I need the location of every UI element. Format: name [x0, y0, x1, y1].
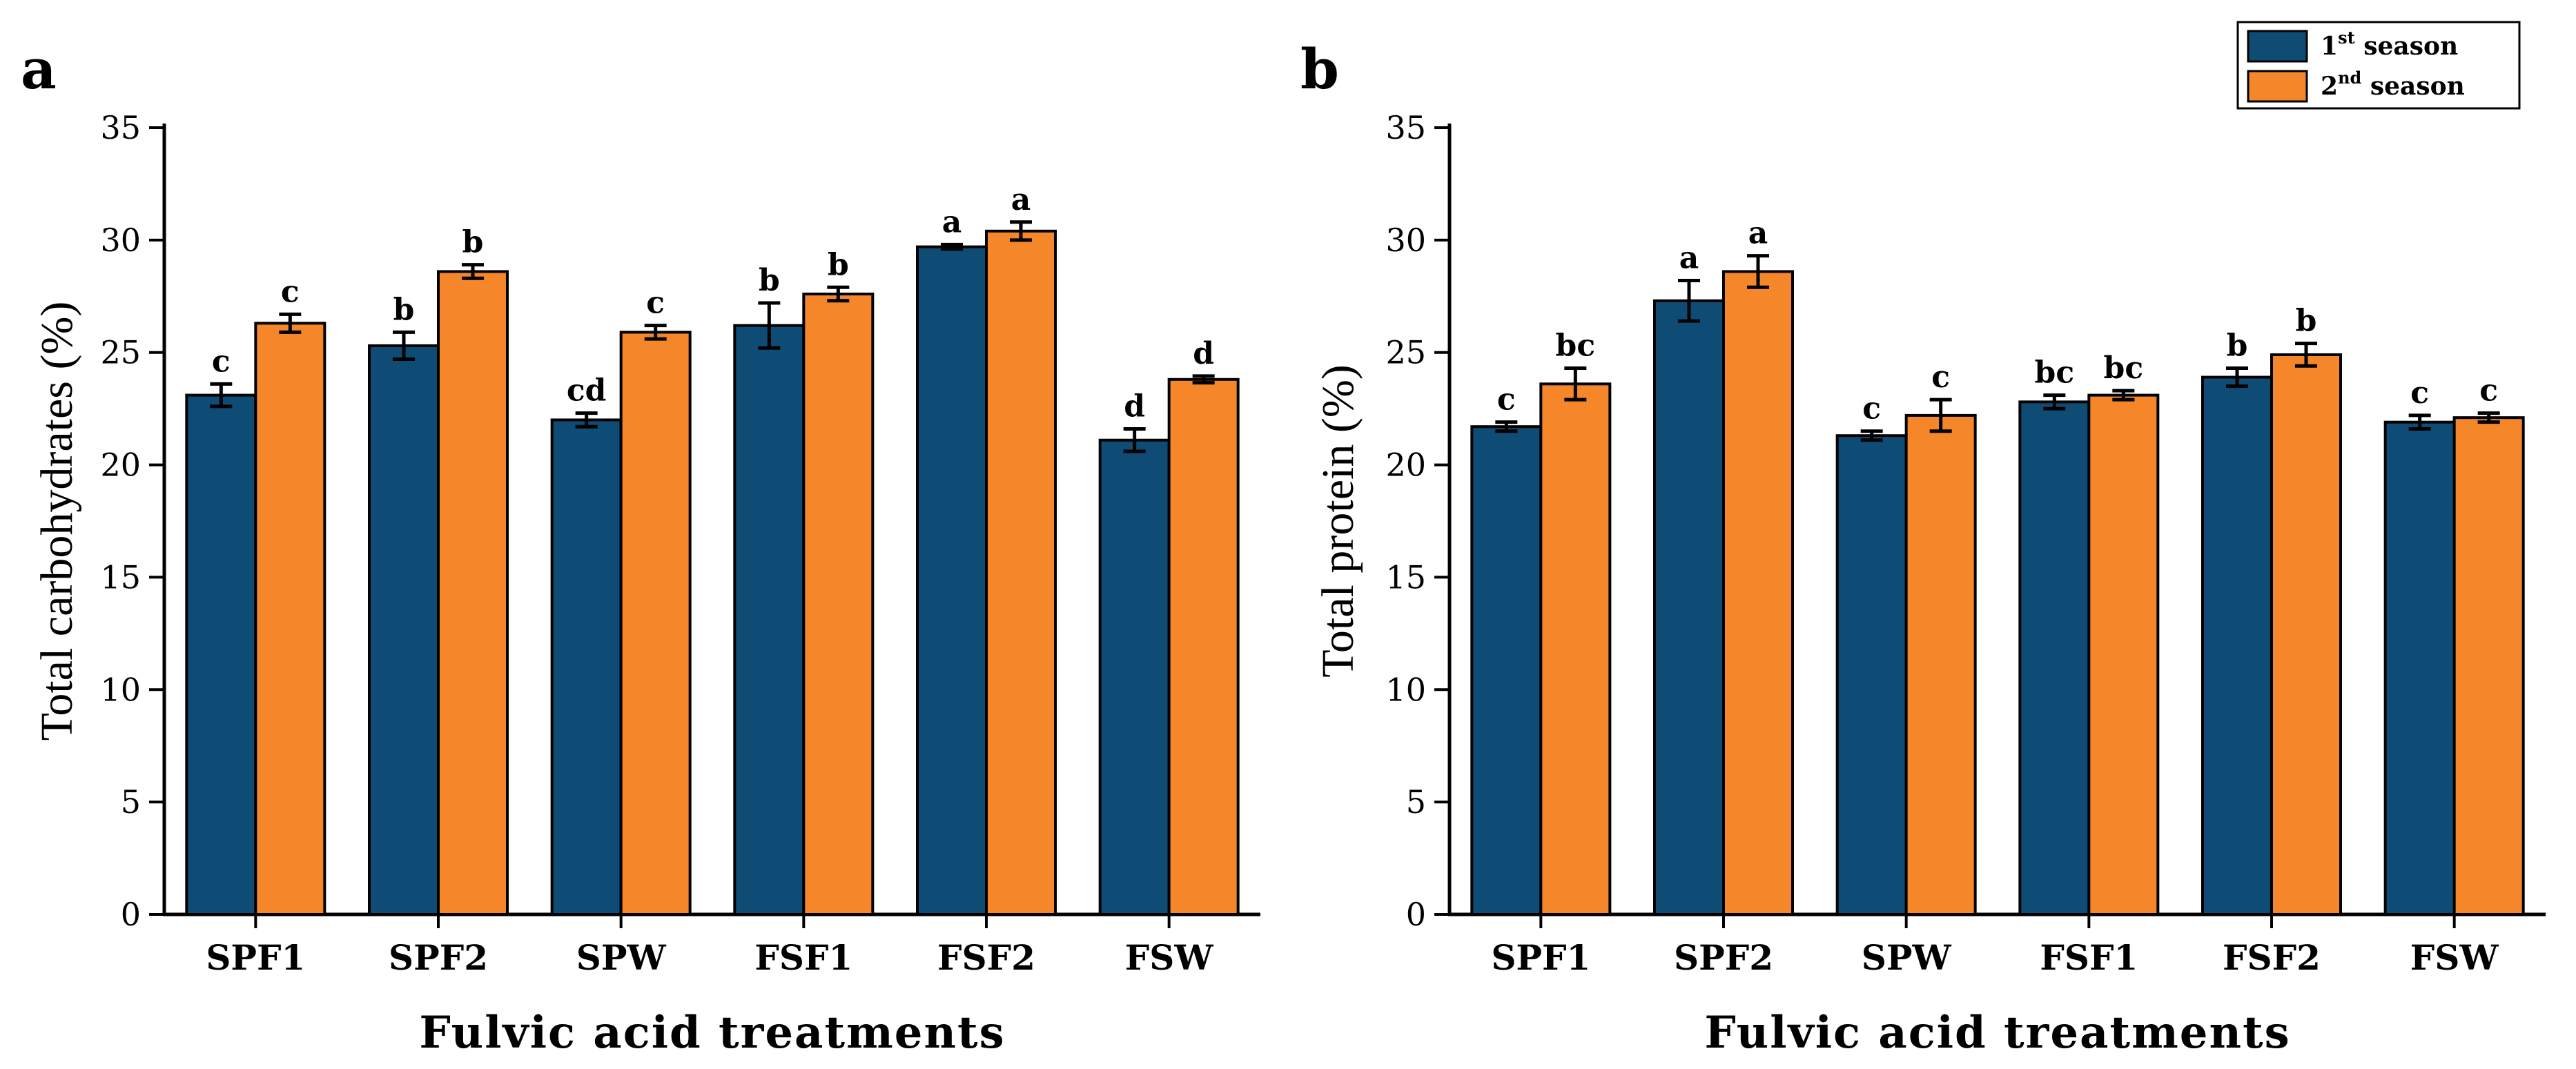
bar-series-1 [2018, 400, 2091, 916]
y-tick-label: 30 [1385, 222, 1426, 259]
bar-series-2 [985, 229, 1057, 916]
bar-series-1 [550, 418, 623, 916]
bar-series-1 [1470, 425, 1543, 916]
legend: 1st season 2nd season [2236, 21, 2521, 110]
significance-label: bc [1556, 328, 1596, 364]
legend-swatch-series-2 [2247, 70, 2308, 103]
y-axis-title: Total protein (%) [1313, 364, 1363, 678]
x-tick-label: SPW [1862, 937, 1952, 978]
y-tick-label: 0 [121, 896, 141, 933]
significance-label: a [1679, 240, 1699, 275]
bar-series-1 [1653, 299, 1725, 916]
x-tick-label: FSF2 [937, 937, 1035, 978]
significance-label: c [646, 286, 665, 321]
bar-series-2 [2452, 416, 2525, 916]
bar-series-2 [1539, 382, 1612, 916]
bar-series-1 [185, 393, 257, 916]
y-tick-label: 0 [1406, 896, 1426, 933]
x-tick-label: FSF1 [2040, 937, 2138, 978]
significance-label: a [942, 204, 962, 239]
bar-series-2 [802, 293, 875, 916]
x-tick-label: SPW [576, 937, 667, 978]
significance-label: bc [2035, 355, 2075, 391]
x-tick-label: FSW [1125, 937, 1214, 978]
bar-series-1 [1835, 434, 1908, 916]
significance-label: b [759, 263, 780, 298]
legend-label-series-2: 2nd season [2321, 68, 2465, 101]
bar-series-1 [368, 344, 440, 916]
significance-label: b [2227, 328, 2248, 364]
y-tick-label: 25 [1385, 334, 1426, 371]
y-tick-label: 5 [1406, 783, 1426, 821]
y-tick-label: 10 [100, 671, 141, 708]
bar-series-2 [1904, 413, 1977, 916]
x-tick-label: SPF2 [389, 937, 488, 978]
significance-label: b [2296, 304, 2317, 339]
significance-label: c [1931, 360, 1950, 395]
x-tick-label: FSF2 [2223, 937, 2321, 978]
significance-label: d [1193, 336, 1214, 371]
panel-letter: a [21, 37, 57, 101]
x-axis-title: Fulvic acid treatments [419, 1007, 1005, 1059]
y-axis-title: Total carbohydrates (%) [32, 302, 82, 741]
bar-series-2 [2087, 393, 2160, 916]
panel-letter: b [1300, 37, 1339, 101]
bar-series-2 [1722, 270, 1794, 916]
significance-label: b [462, 225, 484, 260]
significance-label: c [2479, 373, 2498, 409]
x-tick-label: SPF1 [206, 937, 305, 978]
bar-series-1 [733, 324, 806, 916]
y-tick-label: 30 [100, 222, 141, 259]
significance-label: c [1862, 391, 1881, 426]
significance-label: a [1748, 216, 1768, 251]
significance-label: b [393, 292, 415, 327]
significance-label: a [1011, 182, 1031, 217]
bar-series-1 [2201, 375, 2273, 916]
x-tick-label: FSF1 [754, 937, 852, 978]
y-tick-label: 10 [1385, 671, 1426, 708]
x-tick-label: SPF1 [1491, 937, 1590, 978]
panel-b-chart: b 0 5 10 15 20 25 30 35 Total protein (%) Fulvic a… [1300, 37, 2546, 1059]
x-tick-label: FSW [2410, 937, 2499, 978]
y-tick-label: 25 [100, 334, 141, 371]
y-tick-label: 20 [1385, 447, 1426, 484]
significance-label: d [1124, 389, 1145, 424]
significance-label: c [1497, 382, 1516, 418]
bar-series-1 [2383, 420, 2456, 916]
bar-series-2 [2270, 353, 2342, 916]
legend-label-series-1: 1st season [2321, 28, 2458, 61]
panel-a-chart: a 0 5 10 15 20 25 30 35 Total carbohydrates (%) Fu… [21, 37, 1260, 1059]
significance-label: bc [2104, 351, 2144, 386]
y-tick-label: 20 [100, 447, 141, 484]
x-tick-label: SPF2 [1674, 937, 1773, 978]
y-tick-label: 5 [121, 783, 141, 821]
x-axis-title: Fulvic acid treatments [1704, 1007, 2290, 1059]
significance-label: c [281, 274, 300, 309]
significance-label: c [212, 344, 231, 379]
y-tick-label: 35 [1385, 109, 1426, 146]
bar-series-2 [1167, 377, 1240, 916]
bar-series-1 [916, 245, 988, 916]
bar-series-2 [254, 322, 326, 916]
bar-series-2 [437, 270, 509, 916]
legend-swatch-series-1 [2247, 30, 2308, 63]
bar-series-1 [1098, 438, 1171, 916]
significance-label: b [828, 247, 849, 282]
significance-label: c [2410, 375, 2429, 411]
significance-label: cd [567, 373, 607, 409]
y-tick-label: 15 [1385, 558, 1426, 596]
y-tick-label: 35 [100, 109, 141, 146]
y-tick-label: 15 [100, 558, 141, 596]
bar-series-2 [619, 331, 692, 916]
